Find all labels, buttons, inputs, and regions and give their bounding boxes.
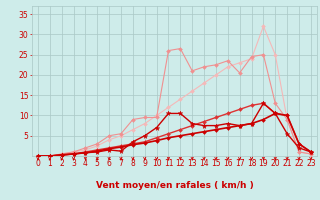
X-axis label: Vent moyen/en rafales ( km/h ): Vent moyen/en rafales ( km/h )	[96, 181, 253, 190]
